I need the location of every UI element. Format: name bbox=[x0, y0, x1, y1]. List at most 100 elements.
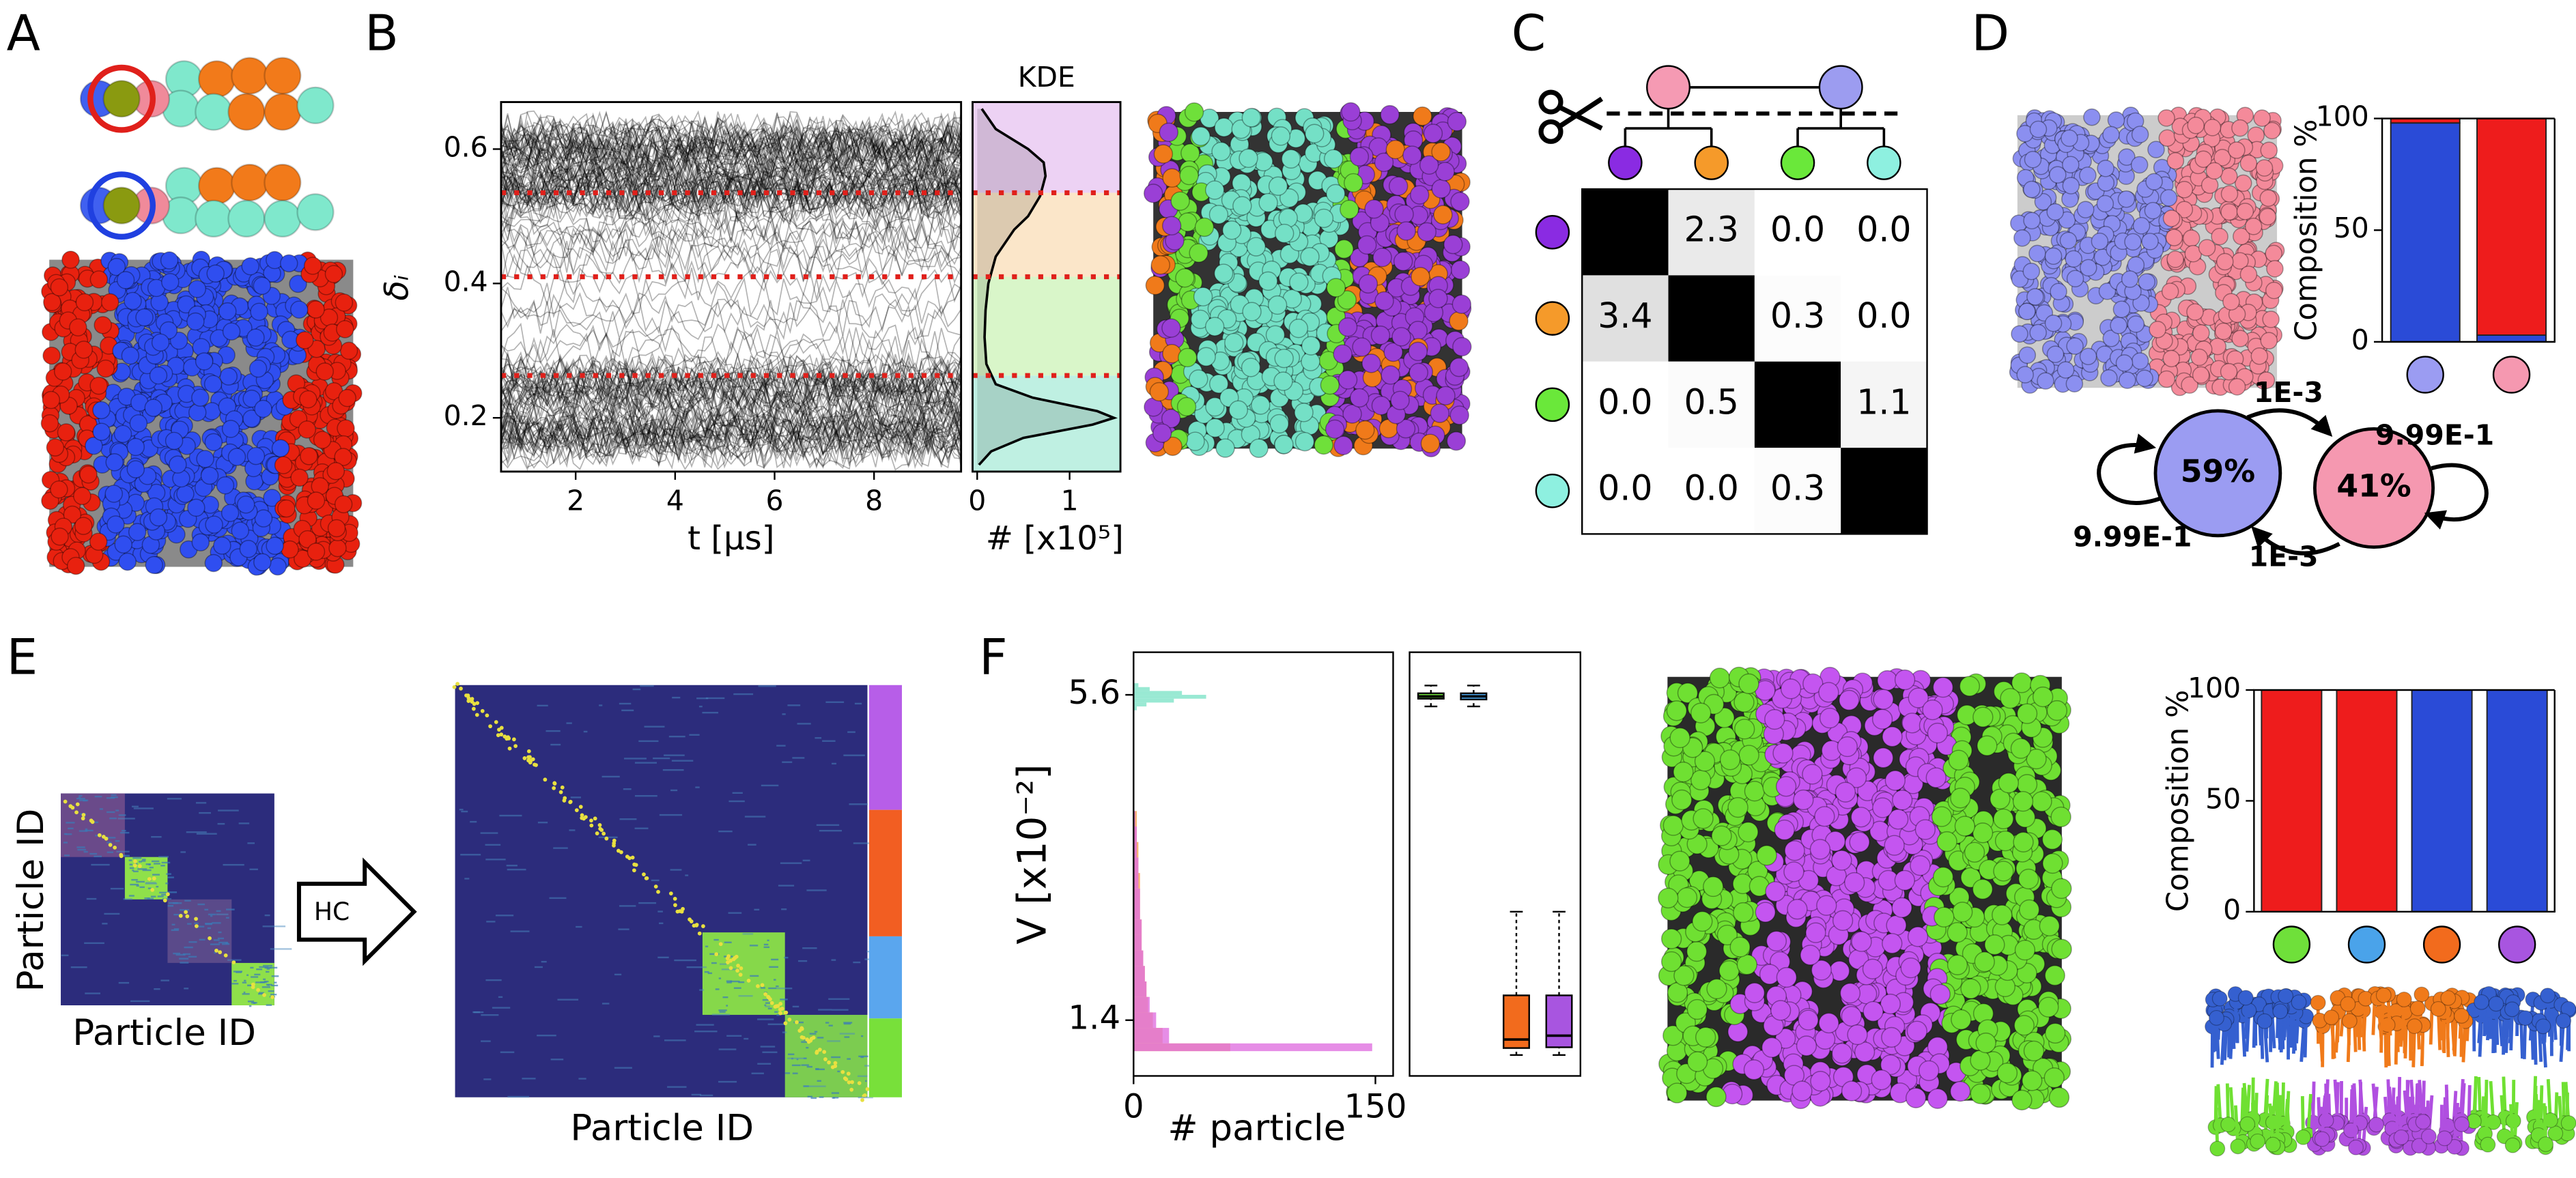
bead bbox=[149, 366, 168, 385]
matrix-texture bbox=[698, 705, 703, 708]
panel-label: D bbox=[1972, 5, 2010, 62]
matrix-texture bbox=[258, 993, 264, 995]
bead bbox=[197, 167, 236, 205]
matrix-texture bbox=[726, 1005, 728, 1007]
diagonal-dot bbox=[75, 802, 80, 807]
matrix-texture bbox=[638, 740, 659, 743]
lipid-head bbox=[2504, 1137, 2521, 1153]
lipid-head bbox=[2211, 990, 2228, 1007]
bead bbox=[1211, 141, 1231, 162]
lipid-head bbox=[2340, 996, 2356, 1012]
bead bbox=[92, 422, 111, 441]
matrix-texture bbox=[485, 979, 502, 981]
diagonal-dot bbox=[774, 1004, 779, 1009]
diagonal-dot bbox=[597, 823, 602, 827]
bead bbox=[1389, 176, 1409, 196]
bead bbox=[2166, 152, 2185, 170]
bead bbox=[1693, 808, 1714, 829]
y-tick-label: 50 bbox=[2205, 782, 2241, 815]
bead bbox=[42, 390, 61, 410]
lipid-head bbox=[2239, 1116, 2256, 1132]
matrix-texture bbox=[754, 908, 760, 911]
bead bbox=[116, 271, 135, 289]
bead bbox=[1862, 958, 1884, 979]
x-tick-label: 150 bbox=[1344, 1088, 1407, 1126]
matrix-texture bbox=[63, 833, 67, 835]
hist-bar bbox=[1133, 1043, 1372, 1052]
matrix-texture bbox=[194, 922, 199, 925]
parent-cluster bbox=[1646, 65, 1691, 110]
matrix-texture bbox=[247, 1001, 255, 1003]
bead bbox=[1792, 1080, 1813, 1102]
matrix-texture bbox=[167, 798, 182, 800]
bead bbox=[1194, 217, 1215, 238]
matrix-texture bbox=[711, 1014, 731, 1016]
matrix-texture bbox=[199, 938, 206, 941]
diagonal-dot bbox=[589, 818, 593, 823]
matrix-texture bbox=[227, 959, 242, 961]
bead bbox=[2260, 141, 2278, 160]
bead bbox=[264, 57, 302, 95]
bead bbox=[2012, 790, 2034, 812]
bead bbox=[2117, 190, 2136, 208]
bead bbox=[1932, 676, 1954, 698]
bead bbox=[1423, 124, 1443, 143]
matrix-texture bbox=[145, 882, 158, 885]
y-tick-label: 0.6 bbox=[444, 130, 488, 163]
bead bbox=[2253, 109, 2271, 127]
matrix-texture bbox=[481, 1014, 499, 1016]
matrix-texture bbox=[499, 814, 522, 817]
bead bbox=[242, 389, 261, 408]
bead bbox=[205, 515, 223, 534]
y-axis-label: V [x10⁻²] bbox=[1009, 764, 1056, 945]
bead bbox=[250, 302, 268, 321]
bead bbox=[307, 543, 326, 561]
bead bbox=[2145, 173, 2163, 191]
bead bbox=[1393, 251, 1413, 272]
bead bbox=[1901, 713, 1923, 734]
bead bbox=[1161, 216, 1182, 235]
diagonal-dot bbox=[262, 993, 266, 997]
matrix-texture bbox=[231, 983, 239, 985]
bead bbox=[1891, 897, 1912, 918]
molecule bbox=[79, 163, 335, 240]
bead bbox=[1153, 144, 1174, 164]
matrix-texture bbox=[771, 958, 779, 961]
cluster-marker bbox=[1608, 145, 1643, 180]
matrix-texture bbox=[778, 885, 795, 887]
diagonal-dot bbox=[74, 810, 79, 815]
diagonal-dot bbox=[612, 838, 617, 843]
bead bbox=[2018, 868, 2039, 890]
matrix-texture bbox=[130, 1000, 150, 1003]
matrix-texture bbox=[84, 942, 104, 945]
diagonal-dot bbox=[833, 1064, 838, 1068]
bead bbox=[2102, 126, 2120, 144]
matrix-texture bbox=[671, 760, 694, 762]
bead bbox=[1719, 749, 1741, 771]
diagonal-dot bbox=[738, 973, 743, 977]
diagonal-dot bbox=[598, 827, 603, 831]
bead bbox=[42, 346, 61, 365]
bead bbox=[2042, 852, 2063, 874]
matrix-texture bbox=[249, 868, 258, 870]
cell-label: 0.3 bbox=[1770, 296, 1825, 336]
bead bbox=[1411, 267, 1430, 287]
bead bbox=[1178, 347, 1198, 368]
matrix-texture bbox=[782, 713, 786, 715]
matrix-texture bbox=[711, 962, 717, 964]
diagonal-dot bbox=[673, 896, 677, 901]
matrix-texture bbox=[815, 1067, 819, 1070]
bead bbox=[2220, 167, 2238, 186]
bead bbox=[1761, 1037, 1783, 1058]
bead bbox=[1882, 933, 1903, 954]
bead bbox=[85, 436, 103, 455]
diagonal-dot bbox=[822, 1050, 827, 1054]
y-tick-label: 5.6 bbox=[1068, 674, 1121, 712]
bead bbox=[1258, 192, 1278, 213]
diagonal-dot bbox=[857, 1081, 862, 1085]
matrix-texture bbox=[718, 1048, 737, 1050]
hist-bar bbox=[1133, 702, 1147, 707]
bead bbox=[1271, 126, 1291, 146]
matrix-texture bbox=[853, 961, 861, 964]
diagonal-dot bbox=[165, 892, 170, 897]
